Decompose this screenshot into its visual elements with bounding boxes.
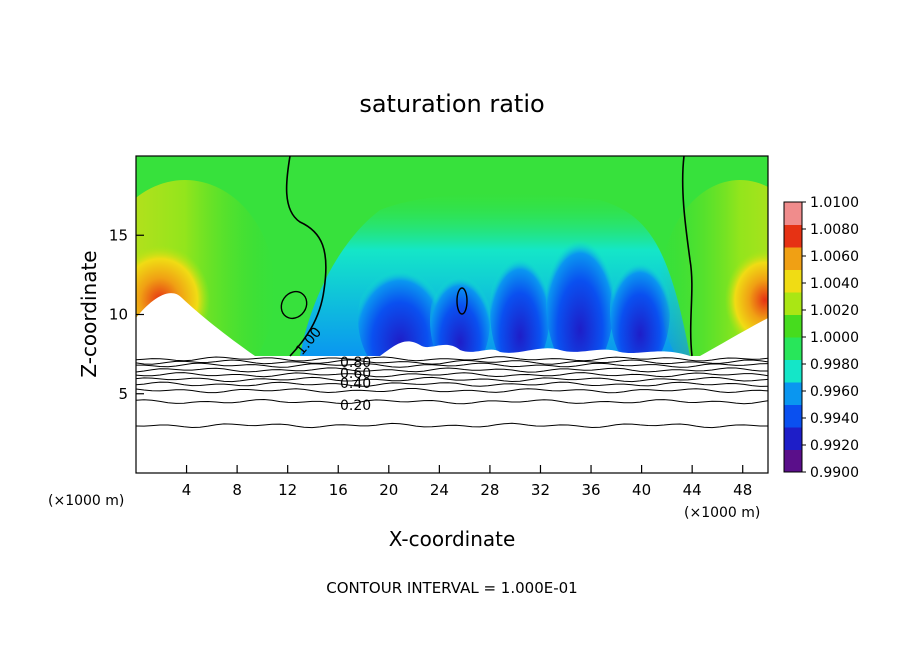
colorbar-label: 1.0040 — [810, 276, 859, 292]
colorbar-swatch — [784, 224, 802, 248]
low-level-contours — [136, 356, 768, 429]
x-tick-label: 20 — [379, 481, 398, 499]
x-tick-label: 40 — [632, 481, 651, 499]
x-tick-label: 24 — [430, 481, 449, 499]
contour-interval-note: CONTOUR INTERVAL = 1.000E-01 — [326, 579, 577, 597]
colorbar-swatch — [784, 427, 802, 450]
colorbar-label: 1.0060 — [810, 249, 859, 265]
x-tick-label: 12 — [278, 481, 297, 499]
x-tick-label: 4 — [182, 481, 192, 499]
y-tick-label: 10 — [109, 306, 128, 324]
x-tick-label: 48 — [733, 481, 752, 499]
y-tick-label: 15 — [109, 226, 128, 244]
colorbar-swatch — [784, 337, 802, 360]
plot-field — [136, 156, 768, 473]
right-subsaturated-gap — [700, 318, 768, 356]
low-contour-line — [136, 372, 768, 378]
blue-cell-3 — [490, 245, 550, 375]
colorbar-swatch — [784, 404, 802, 428]
contour-label-0-40: 0.40 — [340, 376, 371, 392]
x-unit-label-right: (×1000 m) — [684, 505, 760, 521]
colorbar-label: 0.9960 — [810, 384, 859, 400]
contour-label-0-60: 0.60 — [340, 366, 371, 382]
low-contour-line — [136, 388, 768, 394]
low-contour-line — [136, 367, 768, 373]
low-contour-line — [136, 362, 768, 368]
colorbar-label: 1.0000 — [810, 330, 859, 346]
colorbar-swatch — [784, 269, 802, 293]
colorbar-swatch — [784, 359, 802, 383]
colorbar-swatch — [784, 202, 802, 225]
contour-1-00-right — [681, 156, 693, 357]
x-unit-label-left: (×1000 m) — [48, 493, 124, 509]
contour-1-00-loop-b — [456, 287, 468, 315]
colorbar-label: 1.0080 — [810, 222, 859, 238]
contour-1-00-main — [285, 156, 327, 357]
x-axis-ticks: 4 8 12 16 20 24 28 32 36 40 44 48 — [182, 465, 752, 499]
lower-domain — [136, 356, 768, 473]
low-contour-line — [136, 356, 768, 362]
chart-title: saturation ratio — [359, 90, 544, 118]
x-tick-label: 44 — [683, 481, 702, 499]
contour-1-00-loop-a — [280, 290, 308, 320]
colorbar-swatch — [784, 314, 802, 338]
low-contour-line — [136, 398, 768, 405]
colorbar: 1.0100 1.0080 1.0060 1.0040 1.0020 1.0000 0.99… — [783, 195, 859, 481]
x-tick-label: 36 — [581, 481, 600, 499]
low-contour-line — [136, 359, 768, 365]
contour-label-0-80: 0.80 — [340, 355, 371, 371]
x-tick-label: 28 — [480, 481, 499, 499]
low-contour-line — [136, 381, 768, 387]
contour-label-0-20: 0.20 — [340, 398, 371, 414]
x-axis-title: X-coordinate — [389, 527, 516, 551]
colorbar-swatch — [784, 449, 802, 473]
blue-cell-4 — [546, 225, 614, 375]
colorbar-label: 0.9900 — [810, 465, 859, 481]
colorbar-swatch — [784, 292, 802, 315]
low-contour-line — [136, 376, 768, 383]
y-axis-ticks: 5 10 15 — [109, 226, 144, 403]
colorbar-label: 0.9980 — [810, 357, 859, 373]
y-tick-label: 5 — [118, 385, 128, 403]
colorbar-label: 0.9920 — [810, 438, 859, 454]
blue-cell-5 — [610, 250, 670, 370]
terrain-bumps — [380, 341, 690, 356]
x-tick-label: 16 — [329, 481, 348, 499]
low-contour-line — [136, 422, 768, 429]
x-tick-label: 32 — [531, 481, 550, 499]
colorbar-label: 1.0020 — [810, 303, 859, 319]
y-axis-title: Z-coordinate — [77, 250, 101, 377]
colorbar-swatch — [784, 247, 802, 270]
colorbar-swatch — [784, 382, 802, 405]
colorbar-label: 0.9940 — [810, 411, 859, 427]
x-tick-label: 8 — [232, 481, 242, 499]
colorbar-label: 1.0100 — [810, 195, 859, 211]
left-subsaturated-gap — [136, 293, 255, 356]
